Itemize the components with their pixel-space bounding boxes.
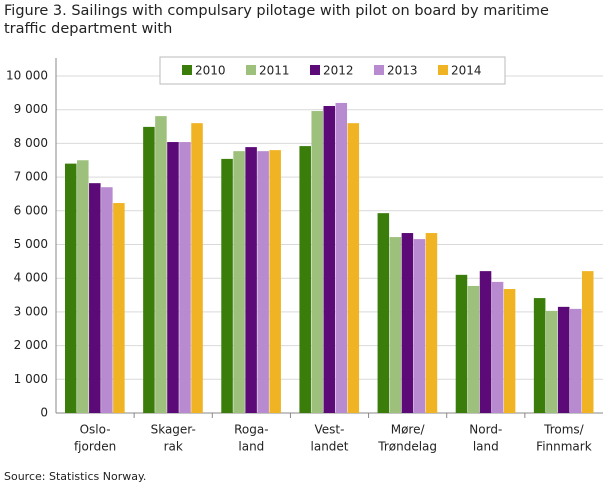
x-tick-label: Trøndelag (377, 440, 437, 454)
x-tick-label: Vest- (315, 423, 345, 437)
bar (467, 285, 480, 413)
bar (503, 288, 516, 413)
bar (233, 151, 245, 413)
x-tick-label: land (238, 440, 264, 454)
x-tick-label: Møre/ (391, 423, 426, 437)
x-tick-label: Roga- (234, 423, 268, 437)
source: Source: Statistics Norway. (4, 470, 147, 483)
bar (581, 271, 594, 413)
x-tick-label: rak (164, 440, 183, 454)
legend-swatch (374, 65, 384, 75)
x-tick-label: Oslo- (80, 423, 111, 437)
legend-label: 2014 (451, 64, 482, 78)
legend-swatch (438, 65, 448, 75)
bar (155, 116, 167, 413)
y-tick-label: 5 000 (14, 237, 48, 251)
bar (113, 203, 125, 413)
bar (191, 123, 203, 414)
bar (425, 233, 438, 413)
legend-label: 2012 (323, 64, 354, 78)
bar (557, 306, 570, 413)
bar (347, 123, 360, 414)
legend-swatch (246, 65, 256, 75)
bar (533, 298, 546, 413)
bar (323, 105, 336, 414)
y-tick-label: 4 000 (14, 271, 48, 285)
bar (545, 310, 558, 413)
bar (167, 142, 179, 413)
x-tick-label: Nord- (469, 423, 502, 437)
y-tick-label: 10 000 (6, 69, 48, 83)
legend-label: 2013 (387, 64, 418, 78)
bar (377, 213, 390, 413)
bar (257, 151, 269, 413)
x-tick-label: Troms/ (543, 423, 585, 437)
bar (455, 274, 468, 413)
y-tick-label: 7 000 (14, 170, 48, 184)
bar (77, 160, 89, 413)
bar (413, 239, 426, 413)
legend-swatch (182, 65, 192, 75)
bar (221, 158, 233, 413)
x-tick-label: landet (311, 440, 349, 454)
bar (491, 281, 504, 413)
y-tick-label: 2 000 (14, 338, 48, 352)
y-tick-label: 6 000 (14, 203, 48, 217)
bar (65, 163, 77, 413)
bar (89, 183, 101, 413)
bar (389, 237, 402, 413)
bar (569, 308, 582, 413)
chart-title: Figure 3. Sailings with compulsary pilot… (4, 3, 549, 37)
legend-label: 2011 (259, 64, 290, 78)
x-tick-label: Finnmark (536, 440, 592, 454)
bar (479, 271, 492, 413)
y-tick-label: 3 000 (14, 304, 48, 318)
bar (143, 126, 155, 414)
bar (245, 147, 257, 413)
bar (401, 233, 414, 413)
x-tick-label: Skager- (151, 423, 196, 437)
y-tick-label: 8 000 (14, 136, 48, 150)
bar (335, 102, 348, 414)
bar (101, 187, 113, 413)
y-tick-label: 0 (40, 406, 48, 420)
bar (299, 146, 311, 413)
bar (269, 150, 281, 413)
bar (179, 142, 191, 413)
legend-swatch (310, 65, 320, 75)
x-tick-label: fjorden (74, 440, 116, 454)
y-tick-label: 1 000 (14, 372, 48, 386)
legend-label: 2010 (195, 64, 226, 78)
bar (311, 111, 323, 413)
x-tick-label: land (473, 440, 499, 454)
y-tick-label: 9 000 (14, 102, 48, 116)
